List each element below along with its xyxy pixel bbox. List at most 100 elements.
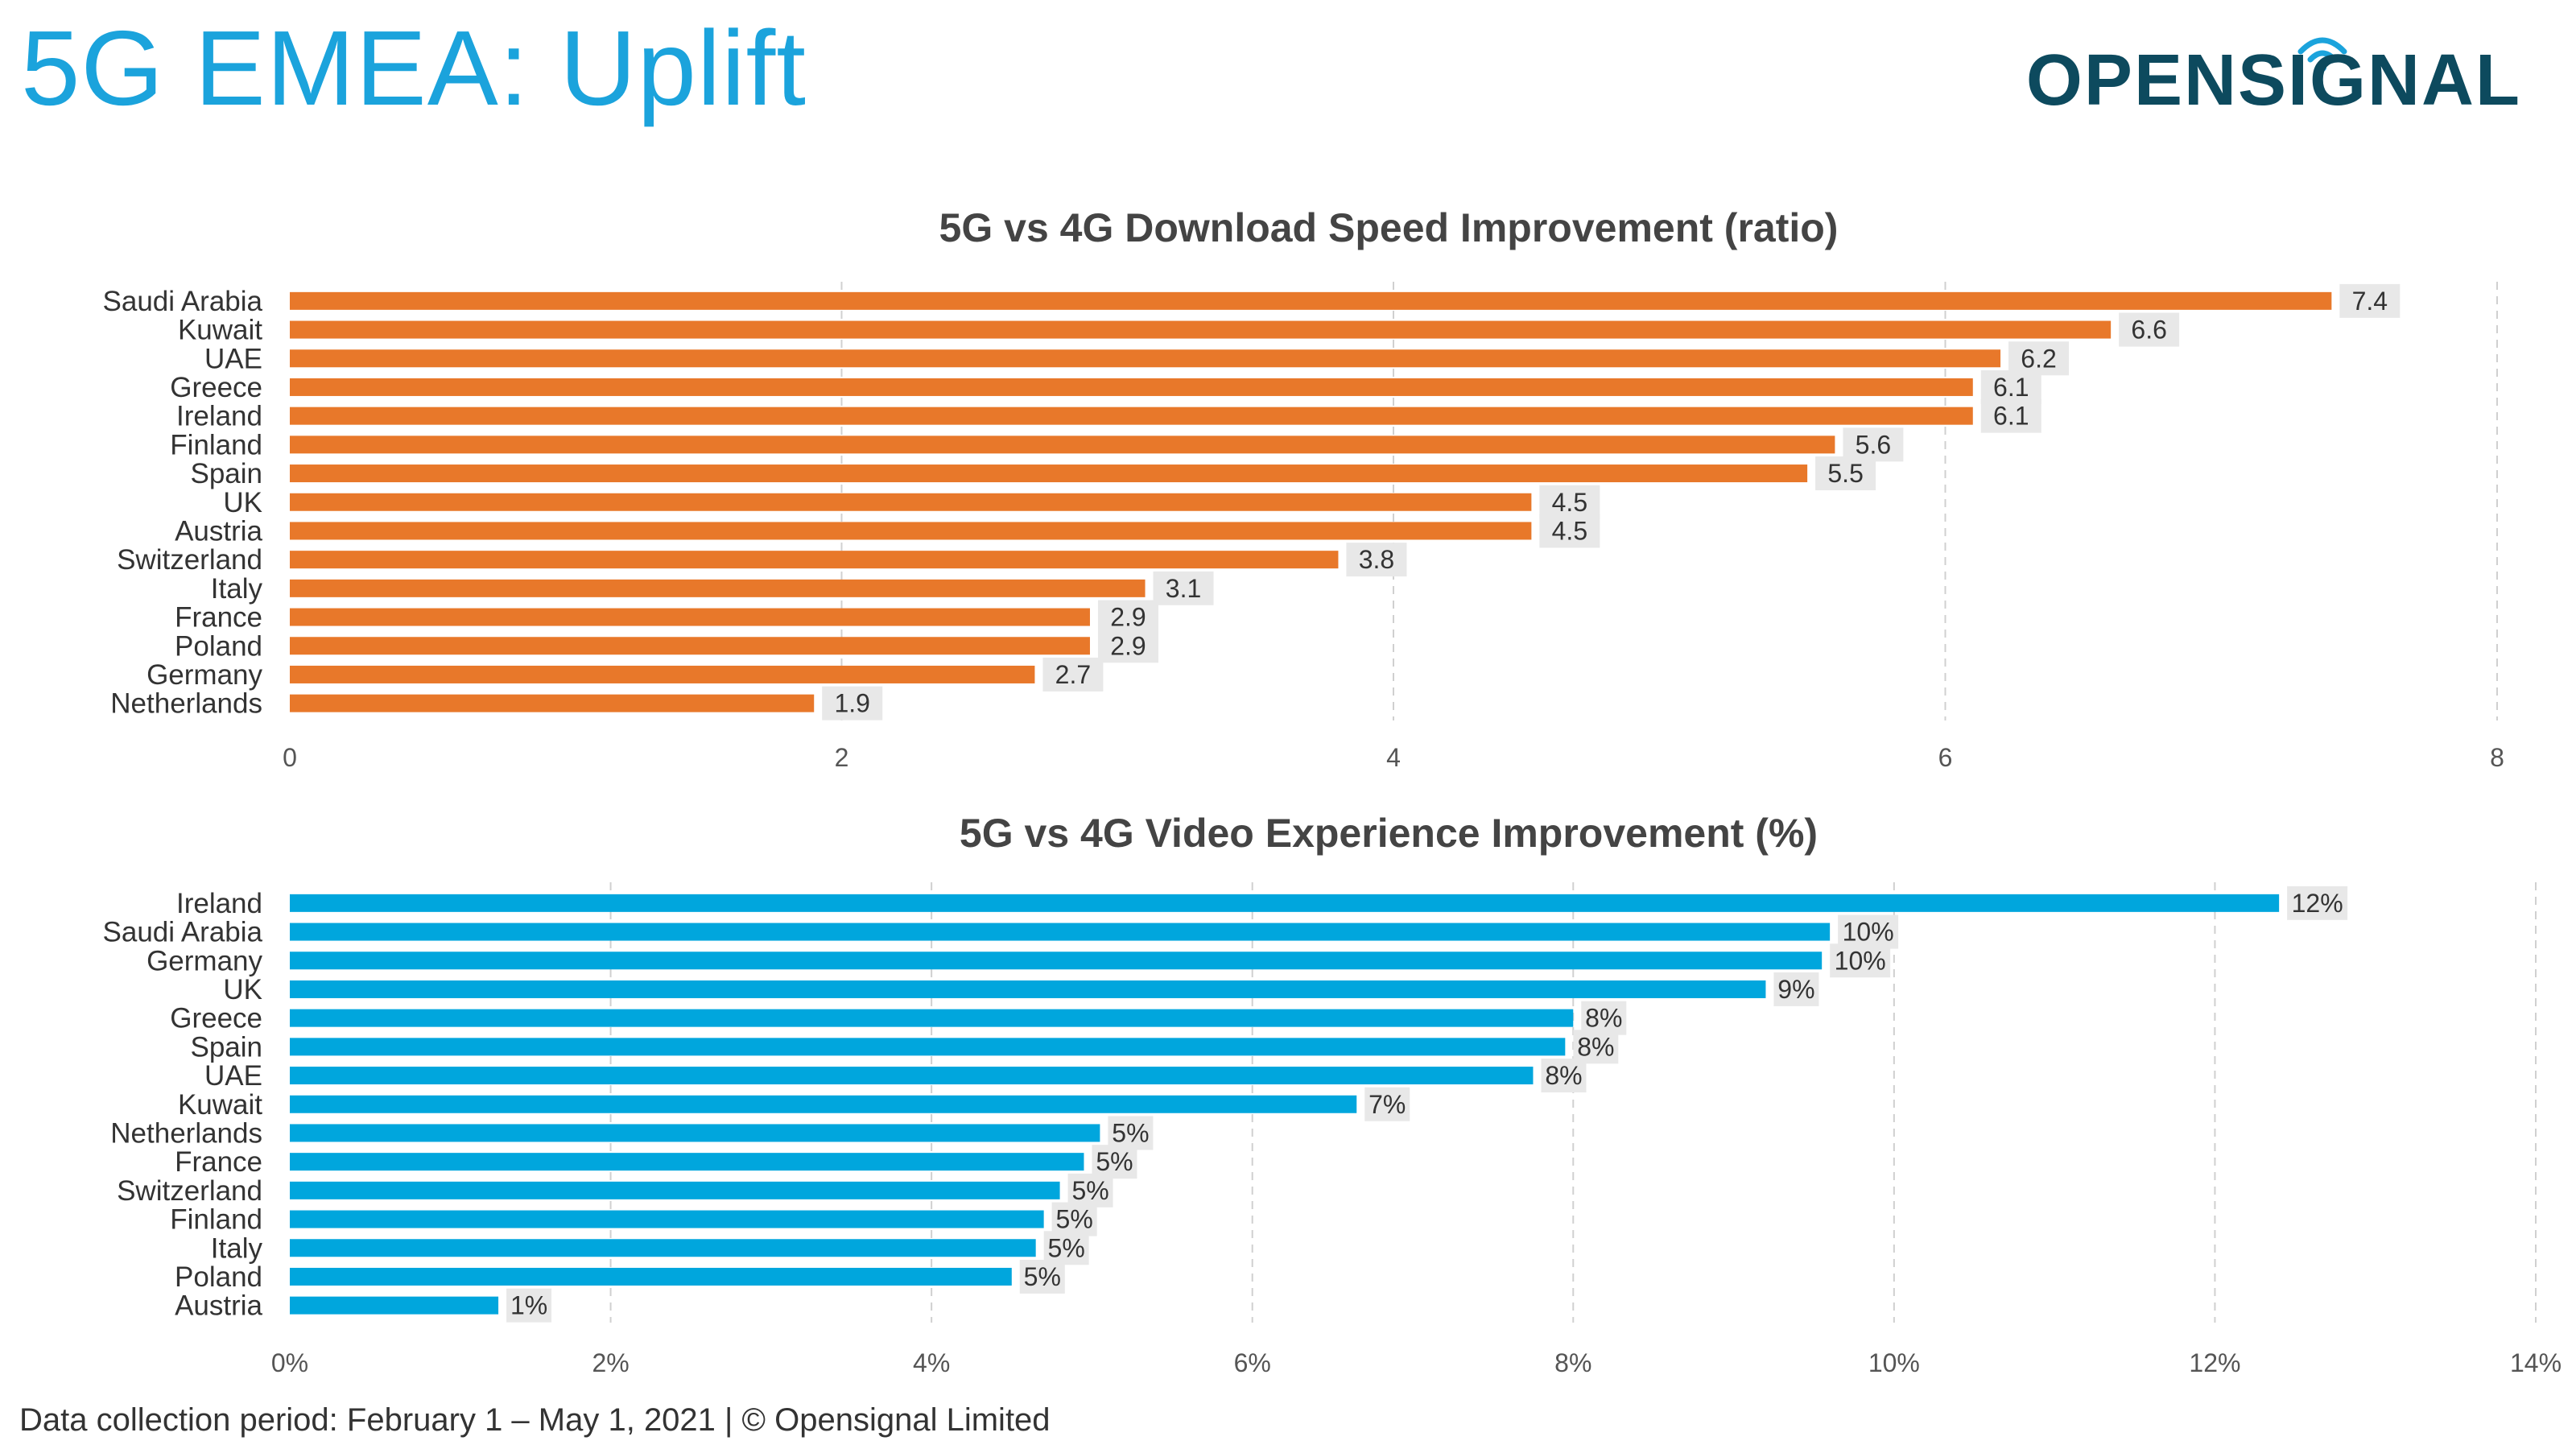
download-bar xyxy=(290,493,1532,511)
video-bar xyxy=(290,894,2280,912)
opensignal-logo: OPENSIGNAL xyxy=(2026,24,2521,121)
download-data-label: 2.7 xyxy=(1055,660,1091,689)
video-data-label: 8% xyxy=(1545,1061,1582,1090)
video-label-box xyxy=(1051,1202,1097,1236)
video-data-label: 8% xyxy=(1585,1004,1622,1033)
video-data-label: 10% xyxy=(1843,918,1894,947)
video-category-label: Kuwait xyxy=(178,1089,262,1121)
download-category-label: UAE xyxy=(204,343,262,374)
download-data-label: 7.4 xyxy=(2352,287,2388,316)
download-category-label: Netherlands xyxy=(110,688,262,720)
download-category-label: France xyxy=(175,602,262,634)
download-category-label: Switzerland xyxy=(117,544,262,576)
download-label-box xyxy=(822,686,883,720)
video-tick-label: 14% xyxy=(2510,1348,2562,1377)
download-bar xyxy=(290,320,2112,339)
download-data-label: 1.9 xyxy=(834,689,869,718)
video-tick-label: 2% xyxy=(592,1348,629,1377)
download-category-label: Germany xyxy=(147,659,262,691)
video-bar xyxy=(290,1009,1574,1027)
video-label-box xyxy=(1581,1001,1627,1035)
download-category-label: Kuwait xyxy=(178,315,262,346)
download-category-label: Poland xyxy=(175,630,262,662)
video-category-label: France xyxy=(175,1146,262,1178)
download-data-label: 4.5 xyxy=(1552,516,1587,545)
download-category-label: UK xyxy=(223,487,262,518)
video-data-label: 8% xyxy=(1577,1032,1614,1061)
download-data-label: 4.5 xyxy=(1552,488,1587,517)
video-data-label: 10% xyxy=(1835,946,1886,975)
video-tick-label: 4% xyxy=(913,1348,950,1377)
download-category-label: Ireland xyxy=(176,401,262,432)
video-category-label: Saudi Arabia xyxy=(103,917,263,948)
download-data-label: 2.9 xyxy=(1110,603,1146,632)
video-data-label: 5% xyxy=(1112,1118,1149,1147)
download-bar xyxy=(290,349,2001,368)
download-bar xyxy=(290,464,1808,483)
video-category-label: Germany xyxy=(147,945,262,976)
download-bar xyxy=(290,407,1973,425)
download-label-box xyxy=(1815,456,1876,491)
video-data-label: 5% xyxy=(1071,1176,1108,1205)
download-data-label: 3.8 xyxy=(1359,545,1394,574)
video-label-box xyxy=(1067,1173,1113,1208)
video-label-box xyxy=(1830,943,1891,978)
download-category-label: Spain xyxy=(190,458,262,489)
download-data-label: 6.1 xyxy=(1993,373,2029,402)
download-data-label: 5.5 xyxy=(1827,459,1863,488)
download-label-box xyxy=(1042,657,1104,691)
video-data-label: 9% xyxy=(1777,975,1814,1004)
signal-icon xyxy=(2297,37,2347,72)
video-bar xyxy=(290,952,1823,970)
video-category-label: UAE xyxy=(204,1060,262,1092)
download-category-label: Italy xyxy=(211,573,263,605)
download-tick-label: 6 xyxy=(1938,743,1953,772)
download-data-label: 6.2 xyxy=(2021,344,2056,373)
video-bar xyxy=(290,1067,1534,1085)
video-bar xyxy=(290,1153,1084,1171)
download-category-label: Austria xyxy=(175,515,262,547)
logo-text: OPENSIGNAL xyxy=(2025,40,2521,121)
download-label-box xyxy=(2119,312,2180,347)
video-label-box xyxy=(1773,972,1819,1006)
video-data-label: 5% xyxy=(1056,1205,1093,1234)
video-bar xyxy=(290,1124,1100,1142)
download-tick-label: 2 xyxy=(835,743,849,772)
video-category-label: Austria xyxy=(175,1290,262,1322)
video-tick-label: 0% xyxy=(271,1348,308,1377)
download-category-label: Saudi Arabia xyxy=(103,286,263,317)
video-bar xyxy=(290,980,1766,998)
video-tick-label: 12% xyxy=(2189,1348,2240,1377)
download-data-label: 5.6 xyxy=(1856,430,1891,459)
video-bar xyxy=(290,1210,1044,1228)
download-label-box xyxy=(1153,571,1214,605)
video-label-box xyxy=(1573,1030,1619,1064)
video-bar xyxy=(290,1296,499,1315)
video-label-box xyxy=(1019,1259,1065,1294)
download-tick-label: 4 xyxy=(1386,743,1401,772)
download-bar xyxy=(290,665,1035,683)
download-label-box xyxy=(1097,629,1158,663)
download-label-box xyxy=(1980,369,2041,404)
download-label-box xyxy=(1097,600,1158,634)
video-bar xyxy=(290,923,1831,941)
download-bar xyxy=(290,608,1090,626)
download-category-label: Greece xyxy=(170,372,262,403)
video-data-label: 5% xyxy=(1096,1147,1133,1176)
download-label-box xyxy=(1843,427,1904,462)
download-tick-label: 0 xyxy=(283,743,297,772)
video-bar xyxy=(290,1239,1036,1257)
download-speed-chart: 0 2 4 6 8 Saudi Arabia 7.4 Kuwait 6.6 UAE 6.2 Greec… xyxy=(103,282,2504,772)
video-data-label: 5% xyxy=(1048,1233,1085,1262)
download-bar xyxy=(290,378,1973,396)
video-bar xyxy=(290,1267,1012,1286)
video-label-box xyxy=(1838,914,1899,949)
video-label-box xyxy=(2287,886,2348,920)
download-label-box xyxy=(1539,485,1600,519)
video-category-label: Italy xyxy=(211,1232,263,1264)
video-category-label: Greece xyxy=(170,1003,262,1034)
download-bar xyxy=(290,694,815,712)
download-bar xyxy=(290,436,1835,454)
download-data-label: 6.6 xyxy=(2131,316,2166,345)
footer-note: Data collection period: February 1 – May… xyxy=(19,1402,1051,1438)
